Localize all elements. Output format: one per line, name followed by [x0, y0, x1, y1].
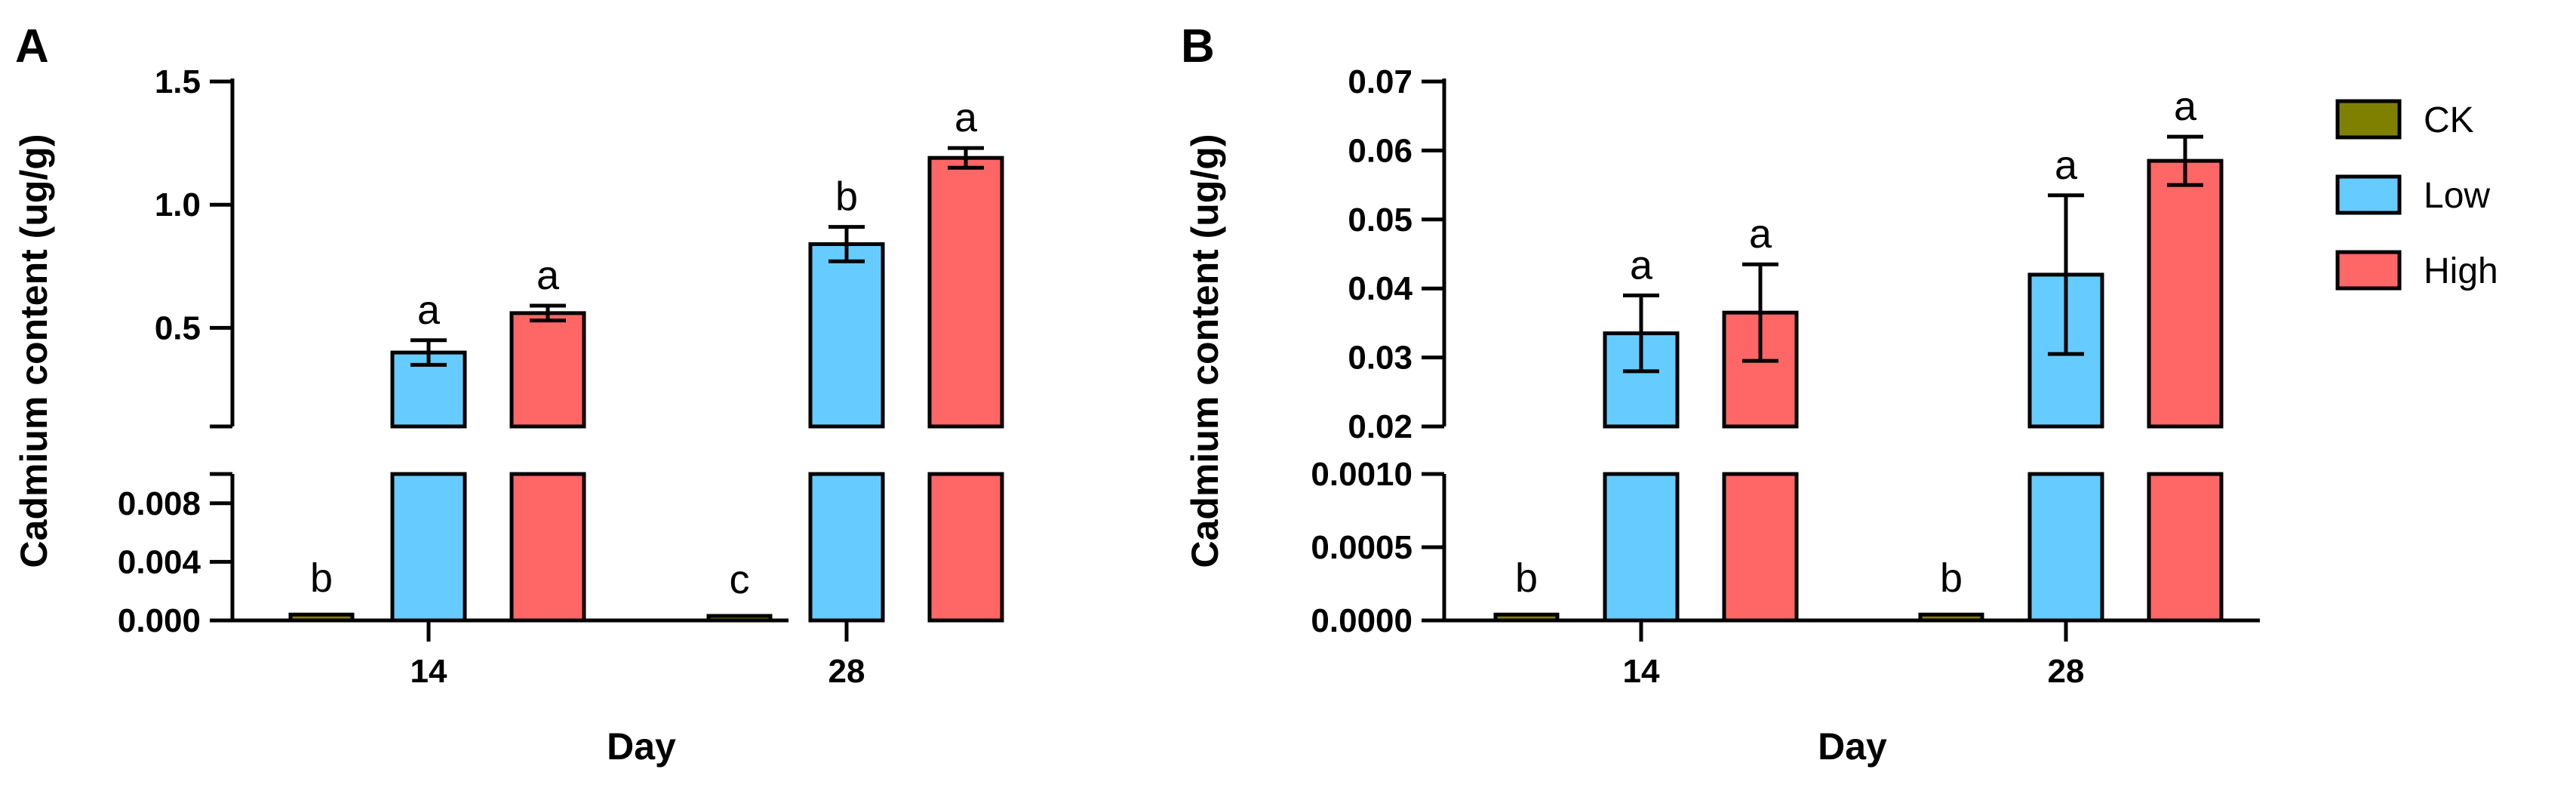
y-tick-label: 0.004	[118, 543, 201, 580]
bar-high-day14-lower	[509, 472, 586, 623]
significance-letter: b	[835, 174, 858, 220]
legend-label-high: High	[2424, 251, 2498, 291]
panel-b: B 0.0000 0.0005 0.0010 0.02 0.03 0.04 0.05 0.06 0…	[1181, 20, 2260, 768]
bar-low-day14	[390, 350, 467, 429]
bar-ck-day28	[706, 614, 773, 623]
y-tick-label: 0.06	[1348, 132, 1412, 169]
legend-label-low: Low	[2424, 176, 2490, 216]
y-tick-label: 0.03	[1348, 340, 1412, 377]
significance-letter: a	[2174, 84, 2197, 129]
bar-high-day14	[509, 311, 586, 429]
bar-high-day14-lower	[1722, 472, 1799, 623]
y-tick-label: 0.05	[1348, 202, 1412, 239]
bar-low-day14-lower	[1603, 472, 1680, 623]
y-tick-label: 0.0005	[1311, 529, 1412, 566]
y-tick-label: 0.0010	[1311, 456, 1412, 493]
significance-letter: a	[1749, 211, 1772, 257]
y-tick-label: 0.04	[1348, 270, 1412, 307]
x-tick-label: 14	[1623, 653, 1660, 690]
panel-letter-a: A	[15, 20, 49, 72]
x-axis-title: Day	[1818, 725, 1887, 768]
panel-a: A 0.000 0.004 0.008 0.5 1.0 1.5 Cadmium content…	[13, 20, 1004, 768]
x-tick-label: 28	[2048, 653, 2085, 690]
bar-high-day28-lower	[927, 472, 1004, 623]
y-axis-title: Cadmium content (ug/g)	[1184, 134, 1226, 568]
bar-low-day28	[808, 242, 885, 429]
significance-letter: a	[417, 288, 441, 333]
bar-high-day28	[2147, 159, 2224, 429]
bar-high-day28	[927, 155, 1004, 429]
y-tick-label: 0.02	[1348, 408, 1412, 445]
legend-swatch-low	[2335, 174, 2402, 215]
x-tick-label: 28	[828, 653, 865, 690]
significance-letter: b	[310, 556, 333, 601]
legend-swatch-high	[2335, 250, 2402, 291]
bar-high-day28-lower	[2147, 472, 2224, 623]
x-tick-label: 14	[410, 653, 447, 690]
legend-label-ck: CK	[2424, 100, 2474, 140]
y-tick-label: 0.000	[118, 602, 201, 639]
legend: CK Low High	[2335, 99, 2498, 291]
significance-letter: a	[954, 95, 978, 140]
significance-letter: a	[1630, 242, 1653, 288]
bar-low-day14-lower	[390, 472, 467, 623]
y-tick-label: 0.008	[118, 485, 201, 522]
y-tick-label: 0.07	[1348, 63, 1412, 100]
significance-letter: a	[2055, 143, 2078, 188]
y-tick-label: 1.5	[155, 63, 201, 100]
y-tick-label: 0.5	[155, 309, 201, 346]
bar-low-day28-lower	[2027, 472, 2104, 623]
bar-low-day28-lower	[808, 472, 885, 623]
significance-letter: a	[536, 253, 560, 298]
bar-ck-day28	[1918, 612, 1984, 623]
significance-letter: c	[730, 557, 750, 602]
significance-letter: b	[1515, 556, 1538, 601]
y-axis-title: Cadmium content (ug/g)	[13, 134, 55, 568]
bar-ck-day14	[288, 612, 355, 623]
legend-swatch-ck	[2335, 99, 2402, 140]
panel-letter-b: B	[1181, 20, 1215, 72]
y-tick-label: 1.0	[155, 186, 201, 223]
bar-ck-day14	[1493, 612, 1560, 623]
x-axis-title: Day	[607, 725, 676, 768]
significance-letter: b	[1940, 556, 1963, 601]
y-tick-label: 0.0000	[1311, 602, 1412, 639]
